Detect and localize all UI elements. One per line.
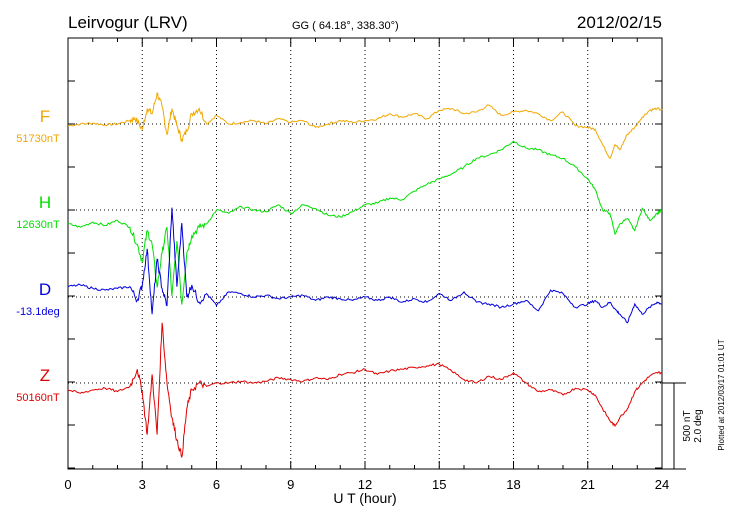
scale-bar-deg-label: 2.0 deg [693,409,704,442]
scale-bar-nt-label: 500 nT [682,410,693,441]
x-tick-label: 0 [64,477,71,492]
series-name-f: F [40,107,50,126]
series-baseline-z: 50160nT [16,392,60,404]
grid-lines [68,38,662,469]
plotted-timestamp: Plotted at 2012/03/17 01:01 UT [717,339,726,450]
x-tick-label: 15 [432,477,446,492]
scale-bar: 500 nT 2.0 deg [662,382,704,470]
x-tick-label: 6 [213,477,220,492]
x-tick-label: 9 [287,477,294,492]
series-name-d: D [39,280,51,299]
station-title: Leirvogur (LRV) [68,13,188,32]
series-line-h [67,140,663,305]
x-tick-label: 24 [655,477,669,492]
x-tick-label: 3 [139,477,146,492]
series-baseline-d: -13.1deg [16,306,59,318]
date-label: 2012/02/15 [577,13,662,32]
series-line-f [67,92,663,160]
x-tick-label: 12 [358,477,372,492]
series-baseline-f: 51730nT [16,133,60,145]
series-line-z [67,322,663,459]
series-lines [67,92,663,459]
series-baseline-h: 12630nT [16,219,60,231]
axis-ticks: 0 3 6 9 12 15 18 21 24 [64,38,669,492]
x-tick-label: 18 [506,477,520,492]
series-labels: F 51730nT H 12630nT D -13.1deg Z 50160nT [16,107,60,404]
series-name-z: Z [40,366,50,385]
series-line-d [67,207,663,324]
x-tick-label: 21 [581,477,595,492]
station-coordinates: GG ( 64.18°, 338.30°) [292,20,399,32]
series-name-h: H [39,193,51,212]
x-axis-label: U T (hour) [333,490,396,506]
